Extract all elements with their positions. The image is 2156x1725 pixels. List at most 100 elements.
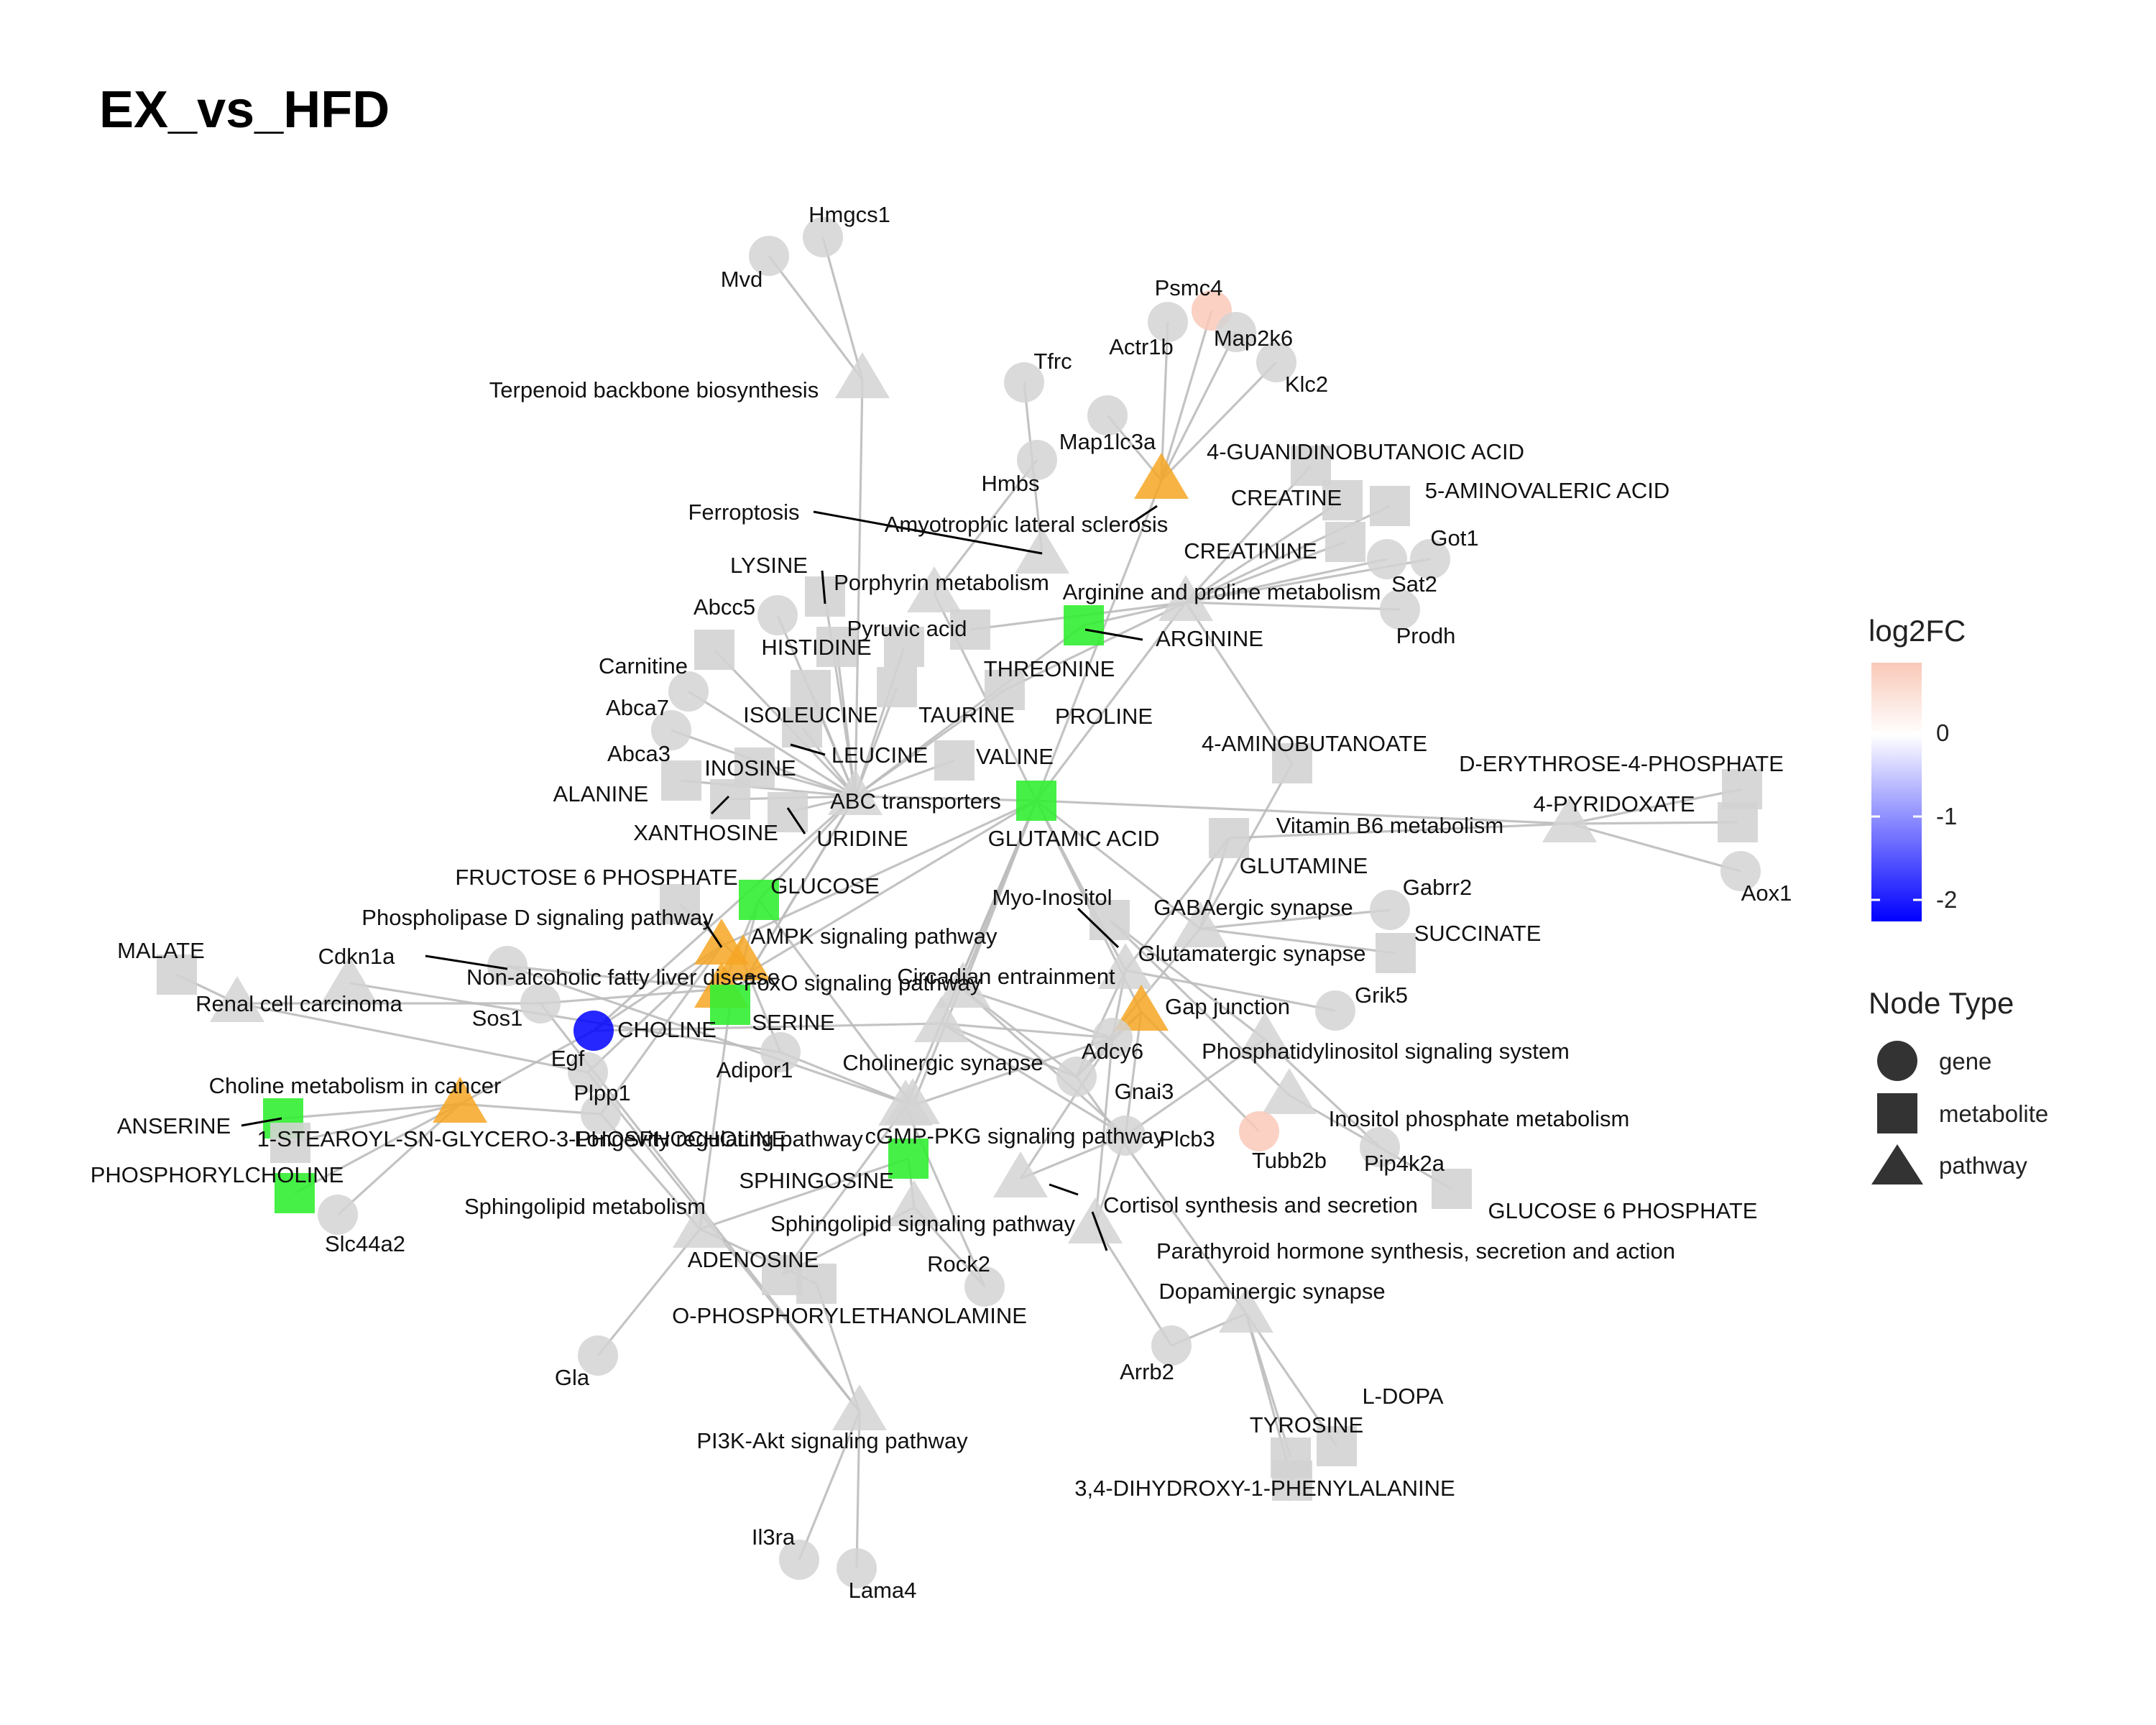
node-dopa34-square-icon[interactable] [1272,1460,1312,1501]
node-nafld-triangle-icon[interactable] [322,956,377,1002]
node-glutamic-square-icon[interactable] [1016,781,1056,821]
node-abca7-circle-icon[interactable] [668,671,709,712]
node-ampk-triangle-icon[interactable] [716,934,770,980]
node-carnitine-square-icon[interactable] [694,630,734,670]
node-label-map2k6: Map2k6 [1214,326,1293,351]
node-mvd-circle-icon[interactable] [749,236,789,276]
node-uridine-square-icon[interactable] [768,792,808,832]
node-sphsig-triangle-icon[interactable] [887,1180,941,1226]
node-tfrc-circle-icon[interactable] [1004,362,1044,402]
node-lama4-circle-icon[interactable] [837,1548,877,1588]
node-creatinine-square-icon[interactable] [1325,522,1365,562]
node-histidine-square-icon[interactable] [816,627,857,667]
node-abca3-circle-icon[interactable] [651,710,691,750]
node-cgmp-triangle-icon[interactable] [878,1080,933,1126]
node-gapj-triangle-icon[interactable] [1114,985,1169,1031]
node-pisig-triangle-icon[interactable] [1238,1012,1292,1058]
node-map1lc3a-circle-icon[interactable] [1087,395,1128,436]
node-pip4k2a-circle-icon[interactable] [1360,1127,1400,1167]
node-abc-triangle-icon[interactable] [828,769,883,815]
node-abcc5-circle-icon[interactable] [757,595,798,635]
node-creatine-square-icon[interactable] [1322,480,1363,520]
node-il3ra-circle-icon[interactable] [779,1540,819,1580]
edge-Sos1-FoxO [540,988,722,1005]
node-glutamatergic-triangle-icon[interactable] [1098,943,1153,989]
node-arrb2-circle-icon[interactable] [1151,1325,1192,1366]
node-plpp1-circle-icon[interactable] [581,1094,621,1134]
node-egf-circle-icon[interactable] [568,1052,608,1092]
node-isoleucine-square-icon[interactable] [791,670,831,710]
node-adcy6-circle-icon[interactable] [1092,1018,1133,1058]
node-succinate-square-icon[interactable] [1376,933,1416,973]
node-f6p-square-icon[interactable] [660,884,700,924]
node-ferroptosis-triangle-icon[interactable] [1015,528,1069,574]
node-pyridoxate-square-icon[interactable] [1718,802,1758,842]
label-leader-lysine [821,570,826,604]
node-threonine-square-icon[interactable] [884,627,924,667]
node-got1-circle-icon[interactable] [1367,539,1407,579]
node-gabrr2-circle-icon[interactable] [1370,890,1410,930]
node-stearoyl-square-icon[interactable] [270,1123,310,1163]
node-sphmet-triangle-icon[interactable] [673,1202,727,1248]
node-prodh-circle-icon[interactable] [1380,589,1420,630]
node-ldopa-square-icon[interactable] [1317,1426,1357,1466]
node-cortisol-triangle-icon[interactable] [993,1151,1048,1197]
node-map2k6-circle-icon[interactable] [1216,312,1256,352]
node-gnai3-circle-icon[interactable] [1056,1057,1097,1097]
node-hmgcs1-circle-icon[interactable] [803,217,843,257]
node-cholinergic-triangle-icon[interactable] [914,996,969,1042]
node-plcb3-circle-icon[interactable] [1105,1116,1146,1156]
node-actr1b-circle-icon[interactable] [1148,302,1188,342]
node-taurine-square-icon[interactable] [877,667,917,707]
node-tubb2b-circle-icon[interactable] [1239,1111,1279,1151]
node-insp-triangle-icon[interactable] [1262,1068,1317,1114]
node-circadian-triangle-icon[interactable] [936,962,990,1008]
node-sat2-circle-icon[interactable] [1410,539,1450,579]
node-klc2-circle-icon[interactable] [1256,342,1296,382]
node-slc44a2-circle-icon[interactable] [318,1195,358,1235]
node-grik5-circle-icon[interactable] [1315,990,1355,1031]
node-dopaminergic-triangle-icon[interactable] [1219,1287,1273,1333]
node-proline-square-icon[interactable] [985,670,1025,710]
node-adipor1-circle-icon[interactable] [760,1032,801,1072]
node-ava-square-icon[interactable] [1370,486,1410,526]
node-hmbs-circle-icon[interactable] [1017,440,1057,480]
node-adenosine-square-icon[interactable] [762,1255,802,1295]
edge-Pyridoxate-VitB6 [1569,821,1738,825]
node-myoinositol-square-icon[interactable] [1089,900,1130,940]
node-gba-square-icon[interactable] [1291,446,1331,486]
node-pyruvic-square-icon[interactable] [950,610,990,650]
node-aox1-circle-icon[interactable] [1720,851,1761,891]
node-porphyrin-triangle-icon[interactable] [907,566,962,612]
node-arginine-square-icon[interactable] [1064,605,1104,645]
edge-Gnai3-Cholinergic [941,1022,1077,1078]
node-sos1-circle-icon[interactable] [520,983,561,1024]
node-choline-circle-icon[interactable] [573,1011,614,1051]
node-valine-square-icon[interactable] [934,740,975,781]
node-glutamine-square-icon[interactable] [1209,818,1249,858]
node-argpro-triangle-icon[interactable] [1158,575,1213,621]
node-rcc-triangle-icon[interactable] [210,976,264,1022]
node-gabaergic-triangle-icon[interactable] [1173,901,1227,947]
node-sphingosine-square-icon[interactable] [888,1138,929,1179]
node-cdkn1a-circle-icon[interactable] [487,946,528,986]
node-g6p-square-icon[interactable] [1432,1169,1472,1209]
node-phosphorylcholine-square-icon[interactable] [275,1173,315,1213]
node-malate-square-icon[interactable] [157,954,197,995]
node-vitb6-triangle-icon[interactable] [1542,796,1597,842]
node-alanine-square-icon[interactable] [661,760,701,801]
node-leucine-square-icon[interactable] [782,707,822,748]
node-pi3k-triangle-icon[interactable] [832,1384,887,1430]
node-rock2-circle-icon[interactable] [964,1266,1005,1307]
node-cholinecancer-triangle-icon[interactable] [433,1077,487,1123]
node-gla-circle-icon[interactable] [578,1335,618,1376]
node-xanthosine-square-icon[interactable] [710,779,750,819]
node-ope-square-icon[interactable] [796,1264,837,1304]
node-serine-square-icon[interactable] [710,985,750,1025]
node-label-actr1b: Actr1b [1109,334,1174,359]
node-terpenoid-triangle-icon[interactable] [835,352,890,398]
node-label-vitb6: Vitamin B6 metabolism [1276,813,1503,838]
node-glucose-square-icon[interactable] [739,880,779,920]
node-gaba-square-icon[interactable] [1272,743,1312,783]
node-als-triangle-icon[interactable] [1134,453,1189,499]
